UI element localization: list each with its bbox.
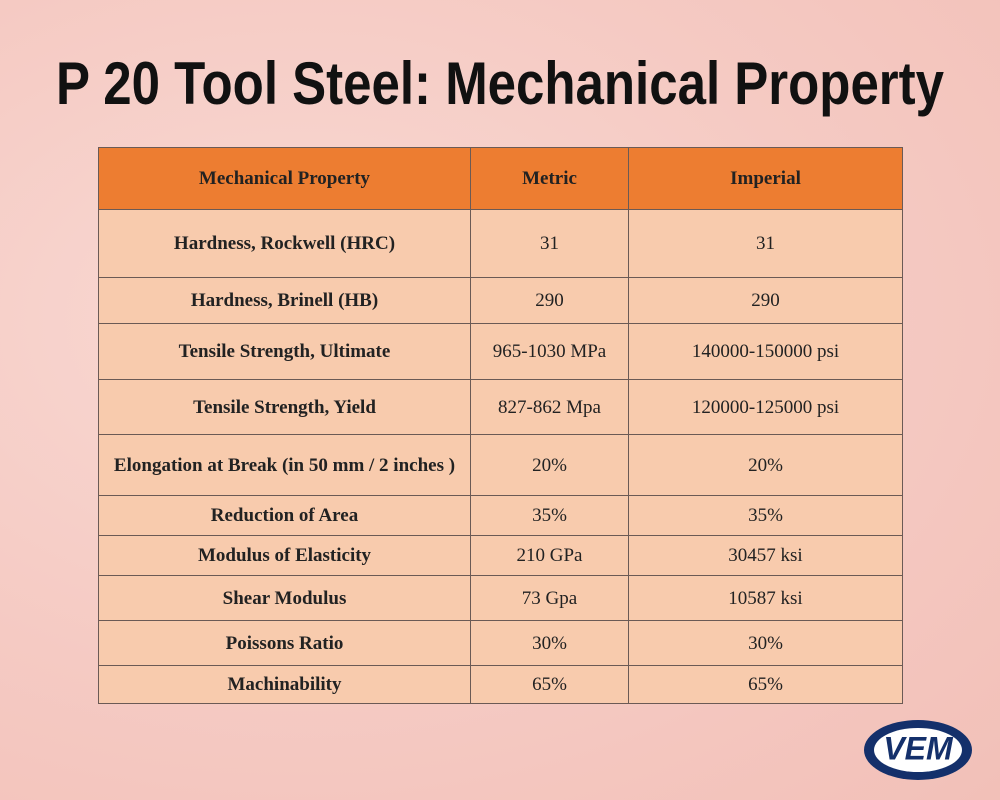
table-row: Machinability 65% 65% [98,665,903,704]
column-header: Mechanical Property [98,147,471,210]
value-cell: 31 [628,209,903,278]
column-header: Imperial [628,147,903,210]
value-cell: 20% [470,434,629,496]
property-cell: Poissons Ratio [98,620,471,666]
title-area: P 20 Tool Steel: Mechanical Property [56,50,945,117]
property-cell: Modulus of Elasticity [98,535,471,576]
header-row: Mechanical Property Metric Imperial [98,147,903,210]
table-row: Hardness, Rockwell (HRC) 31 31 [98,209,903,278]
property-cell: Machinability [98,665,471,704]
value-cell: 290 [470,277,629,324]
title: P 20 Tool Steel: Mechanical Property [56,50,945,117]
value-cell: 73 Gpa [470,575,629,621]
logo-inner [874,728,962,772]
property-cell: Hardness, Rockwell (HRC) [98,209,471,278]
value-cell: 65% [470,665,629,704]
property-cell: Tensile Strength, Yield [98,379,471,435]
property-cell: Tensile Strength, Ultimate [98,323,471,380]
value-cell: 827-862 Mpa [470,379,629,435]
value-cell: 965-1030 MPa [470,323,629,380]
property-cell: Elongation at Break (in 50 mm / 2 inches… [98,434,471,496]
value-cell: 35% [628,495,903,536]
table-row: Reduction of Area 35% 35% [98,495,903,536]
table-row: Shear Modulus 73 Gpa 10587 ksi [98,575,903,621]
value-cell: 30% [628,620,903,666]
property-cell: Reduction of Area [98,495,471,536]
value-cell: 30% [470,620,629,666]
value-cell: 20% [628,434,903,496]
value-cell: 120000-125000 psi [628,379,903,435]
property-cell: Hardness, Brinell (HB) [98,277,471,324]
table-row: Modulus of Elasticity 210 GPa 30457 ksi [98,535,903,576]
value-cell: 30457 ksi [628,535,903,576]
value-cell: 290 [628,277,903,324]
value-cell: 35% [470,495,629,536]
table-row: Elongation at Break (in 50 mm / 2 inches… [98,434,903,496]
value-cell: 31 [470,209,629,278]
table-row: Tensile Strength, Yield 827-862 Mpa 120000… [98,379,903,435]
table-row: Tensile Strength, Ultimate 965-1030 MPa 14… [98,323,903,380]
value-cell: 65% [628,665,903,704]
logo-text: VEM [883,730,954,766]
property-cell: Shear Modulus [98,575,471,621]
column-header: Metric [470,147,629,210]
table-row: Poissons Ratio 30% 30% [98,620,903,666]
value-cell: 210 GPa [470,535,629,576]
table-row: Hardness, Brinell (HB) 290 290 [98,277,903,324]
logo: VEM [864,720,972,780]
property-table: Mechanical Property Metric Imperial Hardne… [98,147,903,704]
value-cell: 140000-150000 psi [628,323,903,380]
value-cell: 10587 ksi [628,575,903,621]
table-body: Hardness, Rockwell (HRC) 31 31 Hardness, Br… [98,209,903,704]
